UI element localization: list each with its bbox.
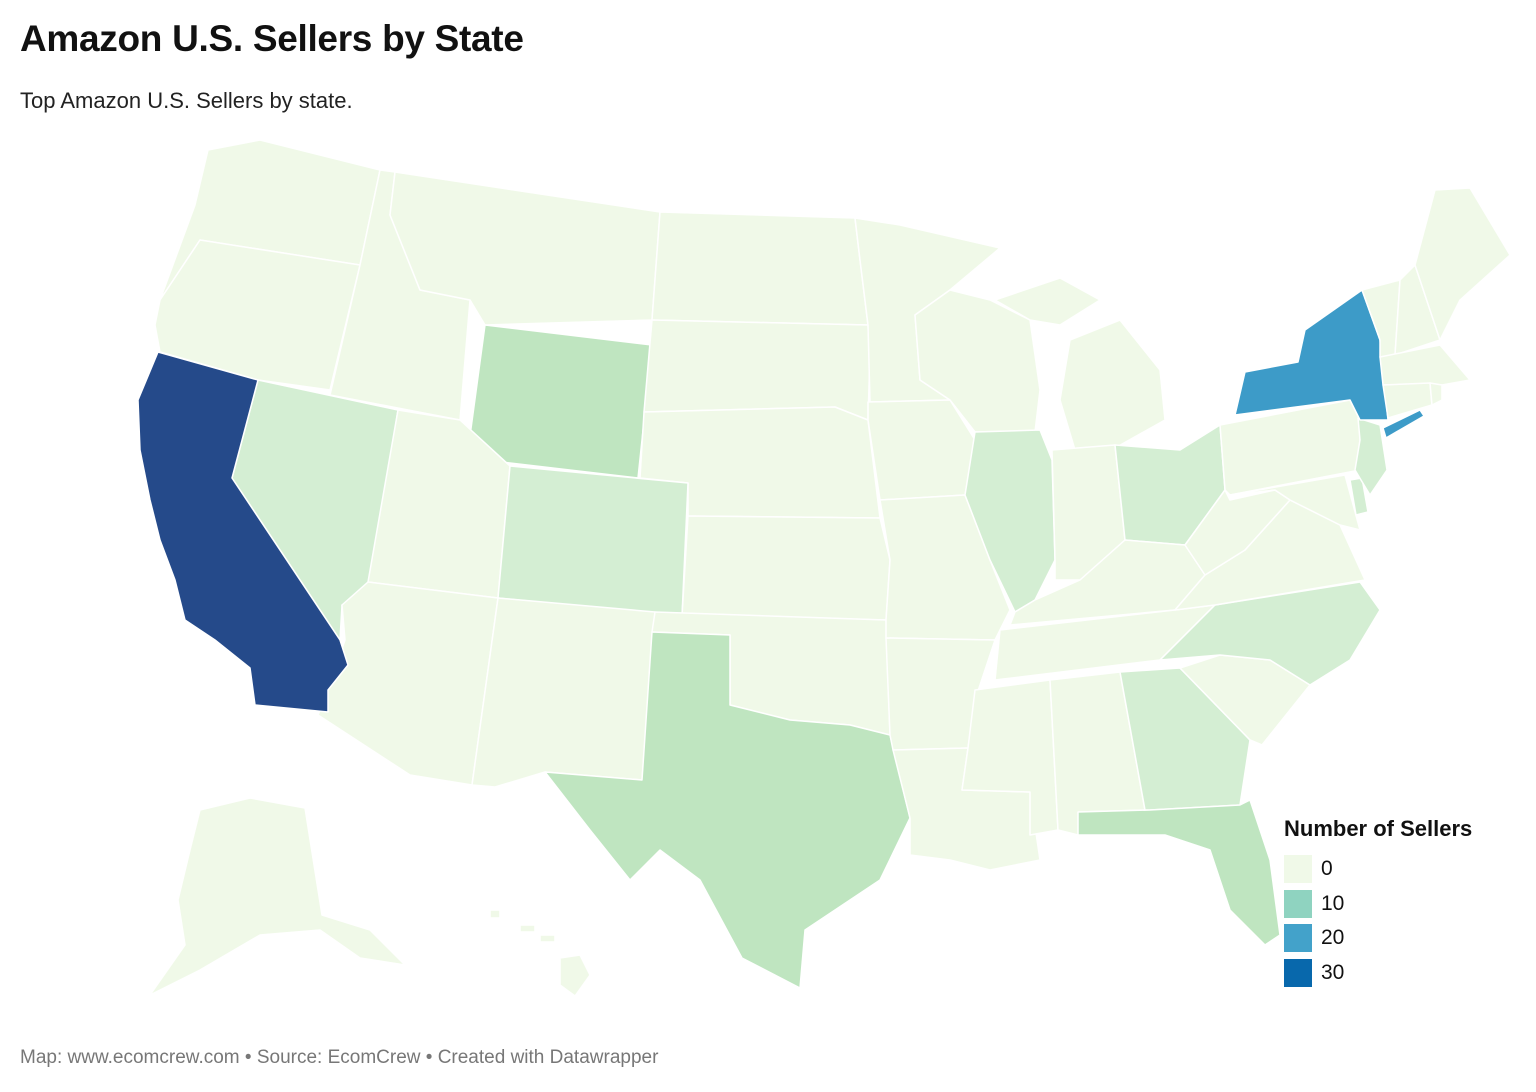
state-delaware[interactable] <box>1349 477 1369 516</box>
legend-swatch <box>1284 855 1312 884</box>
state-new-mexico[interactable] <box>471 597 656 788</box>
legend-title: Number of Sellers <box>1284 816 1473 841</box>
legend-label: 20 <box>1321 926 1345 950</box>
state-alaska[interactable] <box>149 797 406 996</box>
legend-swatch <box>1284 958 1312 987</box>
legend-swatch <box>1284 924 1312 953</box>
legend-item: 30 <box>1284 956 1472 991</box>
state-texas[interactable] <box>544 631 911 989</box>
legend-swatch <box>1284 889 1312 918</box>
legend-item: 0 <box>1284 852 1472 887</box>
legend-label: 30 <box>1321 960 1345 984</box>
state-iowa[interactable] <box>867 399 976 501</box>
state-new-jersey[interactable] <box>1354 417 1388 496</box>
chart-subtitle: Top Amazon U.S. Sellers by state. <box>20 88 353 113</box>
state-wisconsin[interactable] <box>914 289 1041 433</box>
state-rhode-island[interactable] <box>1429 382 1443 406</box>
legend-label: 0 <box>1321 857 1333 881</box>
footer-credits: Map: www.ecomcrew.com • Source: EcomCrew… <box>20 1047 659 1068</box>
map-legend: Number of Sellers 0 10 20 30 <box>1284 816 1472 990</box>
state-north-dakota[interactable] <box>651 211 869 326</box>
state-colorado[interactable] <box>497 465 689 617</box>
state-california[interactable] <box>137 351 349 713</box>
chart-title: Amazon U.S. Sellers by State <box>20 18 524 59</box>
state-hawaii-islands[interactable] <box>489 909 556 943</box>
state-florida[interactable] <box>1077 799 1281 946</box>
state-south-dakota[interactable] <box>643 319 871 421</box>
state-kansas[interactable] <box>681 515 891 621</box>
state-massachusetts[interactable] <box>1379 344 1471 386</box>
state-new-york[interactable] <box>1234 289 1389 421</box>
state-michigan-upper[interactable] <box>994 277 1101 326</box>
state-connecticut[interactable] <box>1382 382 1433 419</box>
state-michigan[interactable] <box>1059 319 1166 451</box>
state-maryland[interactable] <box>1229 474 1361 531</box>
state-hawaii[interactable] <box>559 954 591 997</box>
state-new-york-li[interactable] <box>1382 409 1425 439</box>
state-arizona[interactable] <box>317 581 499 786</box>
legend-item: 10 <box>1284 887 1472 922</box>
state-maine[interactable] <box>1414 187 1511 341</box>
legend-item: 20 <box>1284 921 1472 956</box>
legend-label: 10 <box>1321 891 1345 915</box>
